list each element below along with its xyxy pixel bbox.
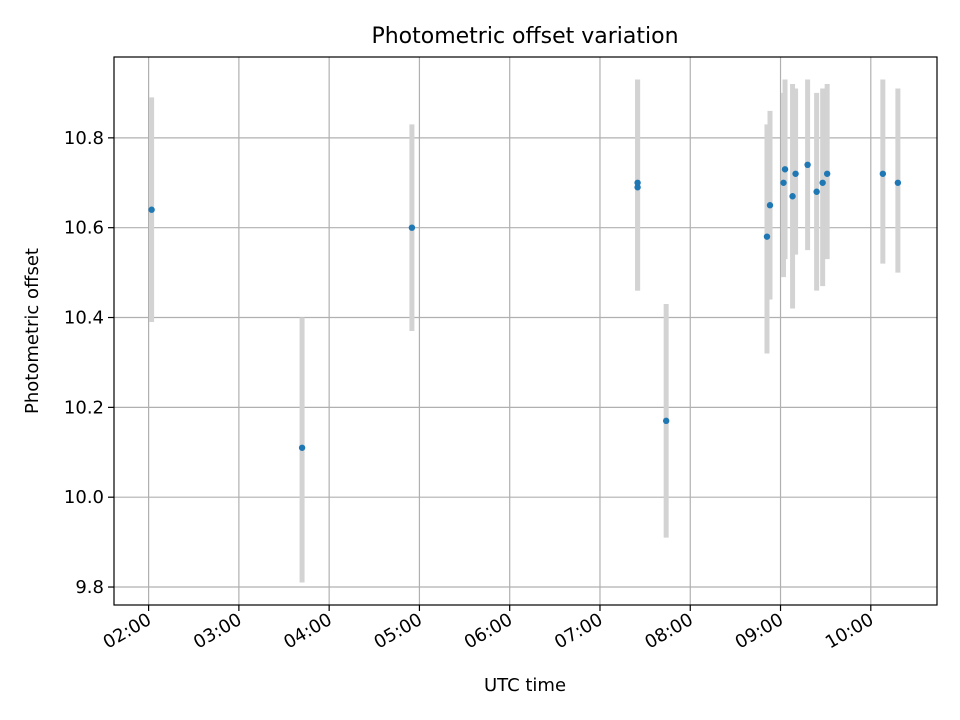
- data-point: [789, 193, 796, 200]
- data-point: [823, 170, 831, 177]
- data-point: [634, 179, 641, 186]
- y-axis-ticks: 9.8 10.0 10.2 10.4 10.6 10.8: [64, 128, 114, 598]
- chart-title: Photometric offset variation: [371, 24, 678, 49]
- y-tick-label: 10.4: [64, 308, 104, 329]
- data-point: [813, 188, 820, 195]
- data-point: [804, 161, 811, 169]
- data-point: [894, 179, 902, 186]
- data-point: [781, 166, 789, 173]
- data-point: [819, 179, 826, 186]
- y-tick-label: 10.6: [64, 218, 104, 239]
- y-axis-label: Photometric offset: [22, 248, 43, 414]
- data-point: [148, 206, 155, 213]
- data-point: [879, 170, 887, 177]
- grid-lines: [114, 57, 937, 605]
- data-points: [148, 161, 902, 451]
- data-point: [408, 224, 416, 231]
- data-point: [766, 202, 774, 209]
- data-point: [763, 233, 771, 240]
- data-point: [792, 170, 799, 177]
- y-tick-label: 9.8: [75, 577, 104, 598]
- data-point: [662, 417, 670, 425]
- y-tick-label: 10.2: [64, 397, 104, 418]
- data-point: [298, 444, 306, 451]
- plot-frame: [113, 56, 938, 606]
- data-point: [780, 179, 787, 186]
- y-tick-label: 10.8: [64, 128, 104, 149]
- data-point: [634, 184, 641, 191]
- y-tick-label: 10.0: [64, 487, 104, 508]
- x-axis-label: UTC time: [484, 675, 566, 696]
